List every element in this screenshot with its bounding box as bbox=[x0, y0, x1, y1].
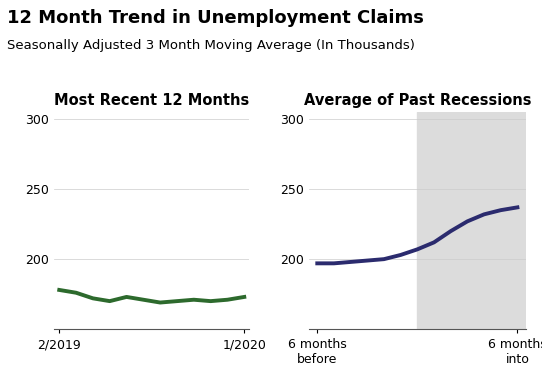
Text: 12 Month Trend in Unemployment Claims: 12 Month Trend in Unemployment Claims bbox=[7, 9, 424, 27]
Bar bbox=[417, 112, 526, 329]
Text: Seasonally Adjusted 3 Month Moving Average (In Thousands): Seasonally Adjusted 3 Month Moving Avera… bbox=[7, 39, 415, 52]
Title: Average of Past Recessions: Average of Past Recessions bbox=[304, 93, 531, 108]
Title: Most Recent 12 Months: Most Recent 12 Months bbox=[54, 93, 249, 108]
